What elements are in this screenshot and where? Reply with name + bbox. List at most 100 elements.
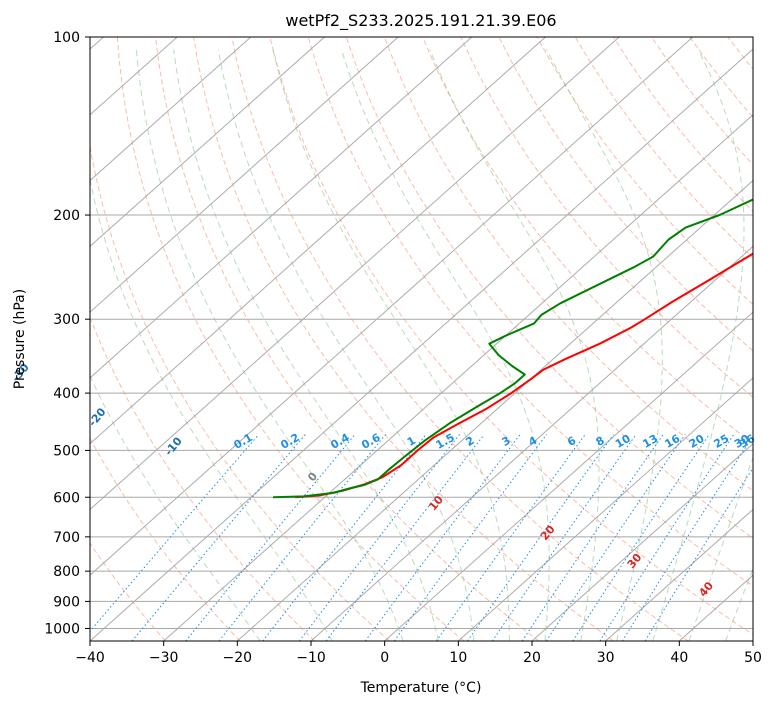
moist-adiabat [135,49,404,641]
moist-adiabat [90,374,261,641]
dewpoint-line [273,198,753,499]
isotherm [310,245,753,641]
dry-adiabat [536,37,753,306]
dry-adiabat-label: -20 [86,405,109,429]
y-tick-label: 1000 [44,621,80,637]
dry-adiabat [116,37,465,641]
dry-adiabat [231,37,689,641]
chart-title: wetPf2_S233.2025.191.21.39.E06 [285,11,556,31]
dry-adiabat [383,37,753,492]
isotherm [90,37,620,511]
isotherm [90,37,473,379]
mixing-ratio-line [467,434,614,641]
axes: −40 −30 −20 −10 0 10 20 30 40 5010020030040050060… [44,30,762,666]
dry-adiabat [498,37,753,352]
mixing-ratio-line [491,434,637,641]
moist-adiabat-label: 10 [426,493,446,513]
plot-frame [89,36,754,642]
isotherm [237,179,753,641]
isotherm [90,37,399,313]
x-tick-label: 20 [523,650,541,666]
moist-adiabat [688,455,753,641]
mixing-ratio-line [262,434,427,641]
y-tick-label: 600 [53,490,80,506]
profile-lines [273,198,753,499]
dry-adiabat-label: -10 [162,434,185,458]
mixing-ratio-line [621,435,753,641]
isotherm [90,48,753,641]
dry-adiabat [422,37,753,445]
annotation-labels: 0.10.20.40.611.52346810131620253036-100-… [9,361,757,600]
mixing-ratio-label: 0.1 [232,431,255,452]
x-tick-label: −10 [296,650,326,666]
isotherm [90,37,694,576]
mixing-ratio-line [325,434,485,641]
isotherm [531,443,753,641]
dry-adiabat [345,37,753,539]
moist-adiabat [652,49,745,641]
dry-adiabat [460,37,753,398]
moist-adiabat [429,49,600,641]
mixing-ratio-line [364,434,521,641]
x-tick-label: 30 [597,650,615,666]
mixing-ratio-label: 6 [565,434,578,449]
moist-adiabat [272,49,510,641]
y-axis-label: Pressure (hPa) [12,289,28,389]
mixing-ratio-line [644,467,753,641]
moist-adiabat [217,49,475,641]
moist-adiabat-label: 0 [305,470,320,484]
moist-adiabat [90,177,333,641]
dry-adiabat [269,37,753,636]
moist-adiabat-label: 30 [625,551,645,571]
mixing-ratio-line [131,434,306,641]
mixing-ratio-line [298,434,460,641]
x-tick-label: 10 [449,650,467,666]
y-tick-label: 800 [53,564,80,580]
mixing-ratio-label: 1.5 [434,431,457,452]
dry-adiabat [574,37,753,259]
y-tick-label: 100 [53,30,80,46]
mixing-ratio-line [393,434,547,641]
y-tick-label: 400 [53,386,80,402]
mixing-ratio-line [599,434,735,641]
x-tick-label: −20 [223,650,253,666]
dry-adiabat [727,37,753,70]
x-tick-label: 0 [380,650,389,666]
dry-adiabat [90,315,316,641]
mixing-ratio-line [90,434,260,633]
mixing-ratio-line [185,434,356,641]
isotherm [163,114,753,641]
background-lines [90,37,775,641]
mixing-ratio-label: 0.2 [278,431,301,452]
moist-adiabat [173,49,439,641]
moist-adiabat-label: 20 [538,523,558,543]
y-tick-label: 700 [53,530,80,546]
mixing-ratio-label: 16 [663,432,683,451]
isotherm [752,640,753,641]
moist-adiabat [546,49,663,641]
dry-adiabat [155,37,540,641]
x-tick-label: −30 [149,650,179,666]
dry-adiabat [90,437,241,641]
isotherm [384,311,753,641]
dry-adiabat [651,37,753,166]
temperature-line [295,252,753,499]
y-tick-label: 200 [53,208,80,224]
x-tick-label: 40 [670,650,688,666]
isotherm [90,37,546,445]
dry-adiabat [307,37,753,587]
isotherm [458,377,753,641]
mixing-ratio-label: 8 [594,434,607,449]
isotherm [90,37,252,182]
y-tick-label: 900 [53,594,80,610]
x-tick-label: 50 [744,650,762,666]
dry-adiabat [90,143,390,641]
dry-adiabat [766,37,775,641]
isotherm [90,37,325,248]
mixing-ratio-line [572,434,710,641]
moist-adiabat [340,49,550,641]
dry-adiabat [193,37,614,641]
isotherm [605,508,753,641]
